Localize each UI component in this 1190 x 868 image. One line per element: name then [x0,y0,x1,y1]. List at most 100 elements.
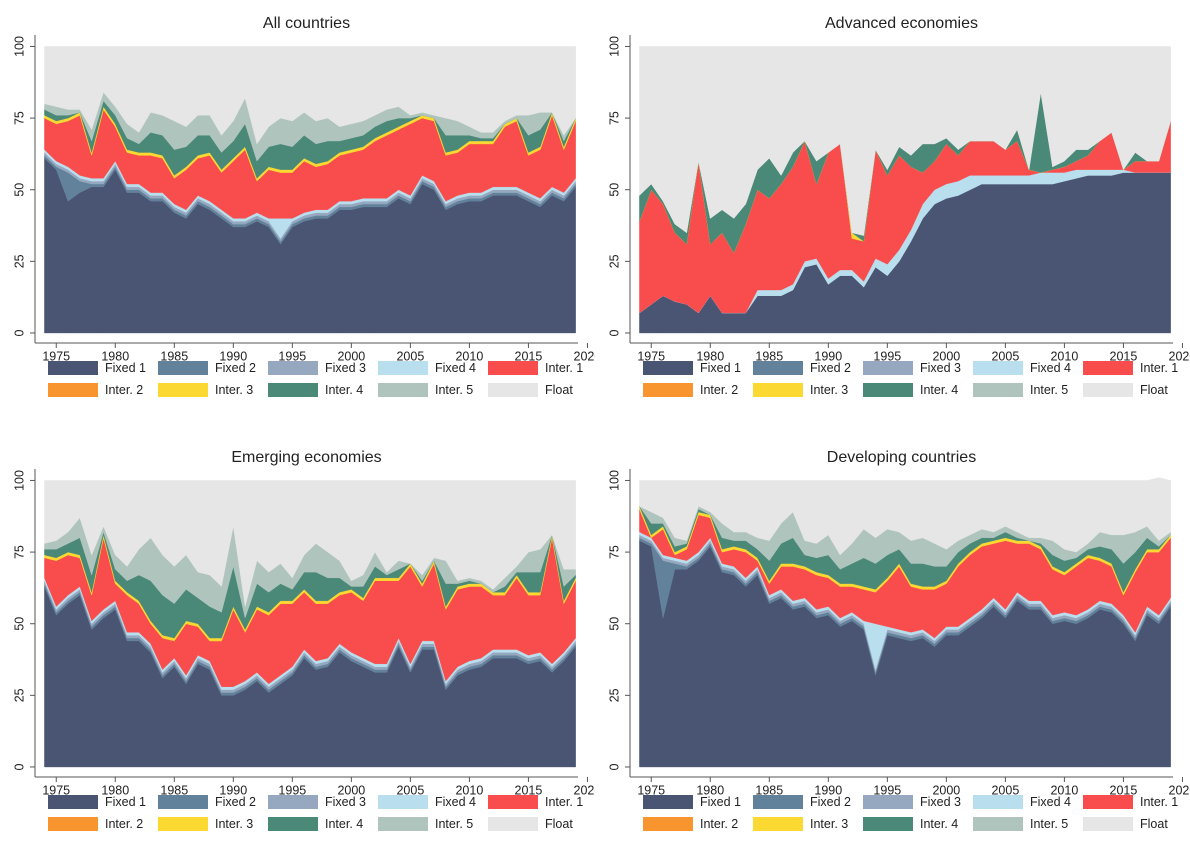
legend-label: Fixed 2 [215,795,256,809]
y-tick-label: 25 [607,688,621,702]
area [639,46,1171,236]
y-tick-label: 50 [607,183,621,197]
legend-swatch [158,383,208,397]
legend-swatch [488,795,538,809]
area [44,46,576,145]
y-tick-label: 25 [12,254,26,268]
legend-swatch [753,383,803,397]
x-tick-label: 2020 [1169,349,1190,363]
x-tick-label: 2000 [337,349,365,363]
legend-swatch [48,361,98,375]
legend-swatch [1083,383,1133,397]
x-tick-label: 1995 [278,783,306,797]
legend-label: Fixed 2 [810,795,851,809]
legend-label: Fixed 4 [1030,361,1071,375]
x-tick-label: 2010 [455,783,483,797]
x-tick-label: 2010 [455,349,483,363]
legend-label: Fixed 3 [325,795,366,809]
legend-swatch [643,383,693,397]
chart-title: Advanced economies [825,15,978,32]
x-tick-label: 2010 [1050,783,1078,797]
legend-label: Fixed 2 [810,361,851,375]
legend-swatch [268,383,318,397]
chart-title: All countries [263,15,350,32]
legend-swatch [973,795,1023,809]
legend-swatch [643,795,693,809]
x-tick-label: 2015 [515,349,543,363]
x-tick-label: 2005 [991,349,1019,363]
x-tick-label: 2020 [1169,783,1190,797]
area [44,480,576,607]
legend-label: Inter. 3 [215,383,253,397]
legend-label: Inter. 3 [810,383,848,397]
panel: All countries 0 25 50 75 100 1975 1980 1985 1990 1… [12,15,595,397]
legend-swatch [268,361,318,375]
legend-label: Float [545,817,573,831]
legend-swatch [268,817,318,831]
x-tick-label: 1975 [42,783,70,797]
legend-swatch [863,795,913,809]
panel: Developing countries 0 25 50 75 100 1975 1980 19… [607,449,1190,831]
x-tick-label: 1985 [160,349,188,363]
legend-label: Inter. 1 [1140,361,1178,375]
x-tick-label: 1995 [873,349,901,363]
legend-label: Inter. 3 [810,817,848,831]
x-tick-label: 2020 [574,783,595,797]
legend-swatch [1083,817,1133,831]
legend-swatch [753,817,803,831]
legend-swatch [973,817,1023,831]
x-tick-label: 2015 [515,783,543,797]
legend-swatch [1083,361,1133,375]
legend-label: Fixed 3 [920,361,961,375]
legend-swatch [378,817,428,831]
x-tick-label: 2015 [1110,783,1138,797]
x-tick-label: 1990 [814,783,842,797]
legend-label: Inter. 1 [1140,795,1178,809]
legend-label: Fixed 1 [105,361,146,375]
legend-label: Float [1140,383,1168,397]
x-tick-label: 2020 [574,349,595,363]
panel: Advanced economies 0 25 50 75 100 1975 1980 1985… [607,15,1190,397]
legend-swatch [863,383,913,397]
x-tick-label: 1995 [278,349,306,363]
legend-swatch [973,361,1023,375]
x-tick-label: 1975 [42,349,70,363]
legend-label: Fixed 2 [215,361,256,375]
x-tick-label: 1990 [219,783,247,797]
x-tick-label: 1975 [637,783,665,797]
y-tick-label: 100 [12,36,26,57]
legend-label: Inter. 4 [325,817,363,831]
legend-swatch [753,361,803,375]
legend-swatch [753,795,803,809]
legend-label: Inter. 2 [105,817,143,831]
x-tick-label: 1985 [755,783,783,797]
panel: Emerging economies 0 25 50 75 100 1975 1980 1985… [12,449,595,831]
legend-label: Fixed 1 [700,361,741,375]
legend-swatch [973,383,1023,397]
legend-swatch [488,383,538,397]
legend-label: Inter. 2 [700,383,738,397]
legend-label: Inter. 3 [215,817,253,831]
x-tick-label: 1980 [696,783,724,797]
legend-swatch [158,361,208,375]
legend-label: Fixed 4 [435,795,476,809]
legend-swatch [488,817,538,831]
x-tick-label: 2005 [991,783,1019,797]
legend-swatch [1083,795,1133,809]
legend-swatch [268,795,318,809]
legend-label: Fixed 3 [325,361,366,375]
y-tick-label: 75 [12,545,26,559]
legend-label: Inter. 5 [1030,817,1068,831]
chart-title: Developing countries [827,449,976,466]
y-tick-label: 50 [12,183,26,197]
legend-label: Fixed 4 [435,361,476,375]
x-tick-label: 2000 [337,783,365,797]
legend-label: Fixed 4 [1030,795,1071,809]
area [639,477,1171,556]
legend-swatch [48,383,98,397]
y-tick-label: 50 [607,617,621,631]
legend-label: Float [545,383,573,397]
y-tick-label: 100 [607,36,621,57]
x-tick-label: 1990 [814,349,842,363]
